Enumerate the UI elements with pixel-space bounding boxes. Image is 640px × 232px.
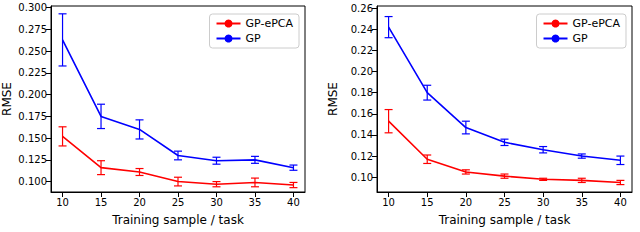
svg-text:0.250: 0.250 bbox=[18, 46, 47, 57]
svg-text:0.150: 0.150 bbox=[18, 133, 47, 144]
svg-text:10: 10 bbox=[382, 197, 395, 208]
svg-text:0.100: 0.100 bbox=[18, 176, 47, 187]
svg-text:GP: GP bbox=[573, 32, 589, 45]
svg-text:35: 35 bbox=[575, 197, 588, 208]
svg-text:GP-ePCA: GP-ePCA bbox=[573, 17, 621, 30]
svg-text:0.175: 0.175 bbox=[18, 111, 47, 122]
svg-text:0.200: 0.200 bbox=[18, 89, 47, 100]
svg-text:0.12: 0.12 bbox=[351, 151, 373, 162]
svg-text:Training sample / task: Training sample / task bbox=[111, 213, 244, 227]
svg-text:10: 10 bbox=[56, 197, 69, 208]
svg-text:0.10: 0.10 bbox=[351, 172, 373, 183]
svg-text:0.225: 0.225 bbox=[18, 67, 47, 78]
svg-text:0.125: 0.125 bbox=[18, 154, 47, 165]
svg-text:0.16: 0.16 bbox=[351, 108, 373, 119]
svg-text:0.26: 0.26 bbox=[351, 3, 373, 14]
svg-text:0.14: 0.14 bbox=[351, 129, 373, 140]
svg-text:30: 30 bbox=[537, 197, 550, 208]
svg-text:0.24: 0.24 bbox=[351, 24, 373, 35]
svg-text:25: 25 bbox=[498, 197, 511, 208]
svg-text:0.300: 0.300 bbox=[18, 2, 47, 13]
svg-text:20: 20 bbox=[133, 197, 146, 208]
svg-text:Training sample / task: Training sample / task bbox=[438, 213, 571, 227]
svg-text:25: 25 bbox=[172, 197, 185, 208]
svg-text:30: 30 bbox=[210, 197, 223, 208]
svg-text:35: 35 bbox=[249, 197, 262, 208]
svg-text:RMSE: RMSE bbox=[326, 82, 340, 116]
svg-text:40: 40 bbox=[287, 197, 300, 208]
svg-text:GP: GP bbox=[246, 32, 262, 45]
svg-text:40: 40 bbox=[614, 197, 627, 208]
svg-text:0.22: 0.22 bbox=[351, 45, 373, 56]
svg-text:RMSE: RMSE bbox=[0, 82, 14, 116]
svg-text:GP-ePCA: GP-ePCA bbox=[246, 17, 294, 30]
svg-text:0.20: 0.20 bbox=[351, 66, 373, 77]
svg-text:15: 15 bbox=[95, 197, 108, 208]
svg-text:20: 20 bbox=[459, 197, 472, 208]
svg-text:0.18: 0.18 bbox=[351, 87, 373, 98]
svg-text:0.275: 0.275 bbox=[18, 24, 47, 35]
svg-text:15: 15 bbox=[421, 197, 434, 208]
